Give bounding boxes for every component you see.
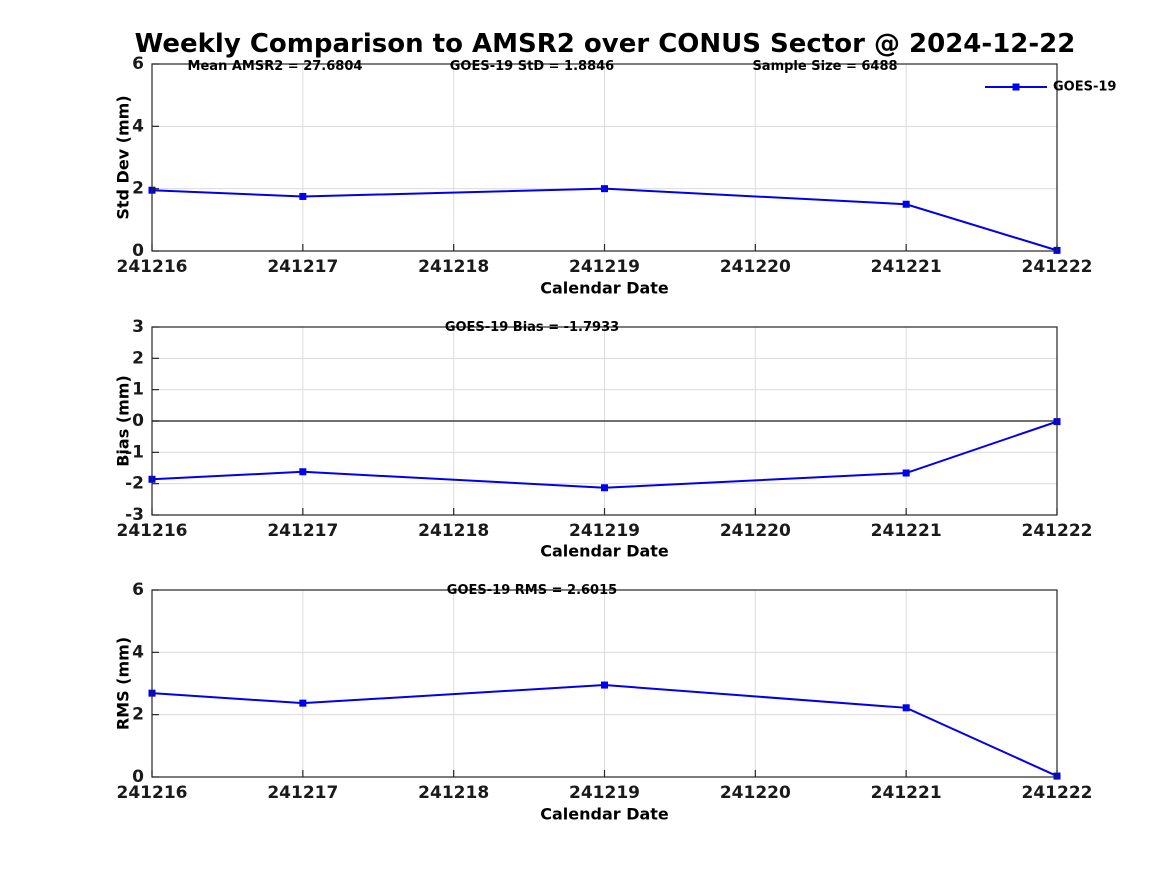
x-axis-label: Calendar Date <box>540 805 669 824</box>
panel-annotation: Mean AMSR2 = 27.6804 <box>188 59 363 74</box>
y-tick-label: -1 <box>125 442 144 462</box>
bias-data-marker <box>902 469 910 477</box>
x-tick-label: 241216 <box>117 521 188 541</box>
y-tick-label: -3 <box>125 505 144 525</box>
rms-data-marker <box>601 681 608 689</box>
panel-annotation: GOES-19 RMS = 2.6015 <box>447 583 617 598</box>
y-tick-label: 6 <box>132 54 144 74</box>
x-tick-label: 241222 <box>1022 257 1093 277</box>
bias-data-marker <box>299 468 307 476</box>
rms-panel: 241216 241217 241218 241219 241220 241221 2412… <box>114 580 1093 824</box>
x-tick-label: 241220 <box>720 783 791 803</box>
y-tick-label: 0 <box>132 241 144 261</box>
x-axis-label: Calendar Date <box>540 279 669 298</box>
legend-marker-sample <box>1012 83 1020 91</box>
std-dev-data-marker <box>299 192 307 200</box>
y-tick-label: -2 <box>125 474 144 494</box>
x-tick-label: 241221 <box>871 257 942 277</box>
y-tick-label: 1 <box>132 380 144 400</box>
panel-annotation: GOES-19 Bias = -1.7933 <box>445 320 619 335</box>
std-dev-data-marker <box>601 185 608 193</box>
y-tick-label: 2 <box>132 705 144 725</box>
y-tick-label: 6 <box>132 580 144 600</box>
x-tick-label: 241219 <box>569 257 640 277</box>
y-tick-label: 4 <box>132 642 144 662</box>
figure-title: Weekly Comparison to AMSR2 over CONUS Se… <box>134 29 1076 59</box>
panel-annotation: GOES-19 StD = 1.8846 <box>450 59 614 74</box>
y-tick-label: 0 <box>132 767 144 787</box>
x-tick-label: 241218 <box>418 257 489 277</box>
x-tick-label: 241217 <box>267 257 338 277</box>
x-tick-label: 241217 <box>267 783 338 803</box>
std-dev-data-marker <box>902 200 910 208</box>
x-tick-label: 241216 <box>117 783 188 803</box>
panel-annotation: Sample Size = 6488 <box>752 59 897 74</box>
bias-panel: 241216 241217 241218 241219 241220 241221 2412… <box>114 317 1093 561</box>
y-axis-label: Bias (mm) <box>114 375 133 467</box>
legend-label: GOES-19 <box>1053 80 1116 95</box>
x-tick-label: 241217 <box>267 521 338 541</box>
std-dev-panel: 241216 241217 241218 241219 241220 241221 2412… <box>114 54 1117 298</box>
x-tick-label: 241218 <box>418 521 489 541</box>
x-tick-label: 241221 <box>871 521 942 541</box>
x-tick-label: 241220 <box>720 521 791 541</box>
x-axis-label: Calendar Date <box>540 542 669 561</box>
legend: GOES-19 <box>985 80 1116 95</box>
y-tick-label: 3 <box>132 317 144 337</box>
x-tick-label: 241219 <box>569 783 640 803</box>
x-tick-label: 241220 <box>720 257 791 277</box>
x-tick-label: 241219 <box>569 521 640 541</box>
rms-data-marker <box>902 704 910 712</box>
y-axis-label: Std Dev (mm) <box>114 95 133 219</box>
y-tick-label: 0 <box>132 411 144 431</box>
bias-data-marker <box>601 484 608 492</box>
x-tick-label: 241218 <box>418 783 489 803</box>
x-tick-label: 241222 <box>1022 783 1093 803</box>
x-tick-label: 241222 <box>1022 521 1093 541</box>
y-tick-label: 4 <box>132 116 144 136</box>
y-tick-label: 2 <box>132 179 144 199</box>
rms-data-marker <box>299 699 307 707</box>
x-tick-label: 241216 <box>117 257 188 277</box>
x-tick-label: 241221 <box>871 783 942 803</box>
y-tick-label: 2 <box>132 348 144 368</box>
y-axis-label: RMS (mm) <box>114 637 133 730</box>
